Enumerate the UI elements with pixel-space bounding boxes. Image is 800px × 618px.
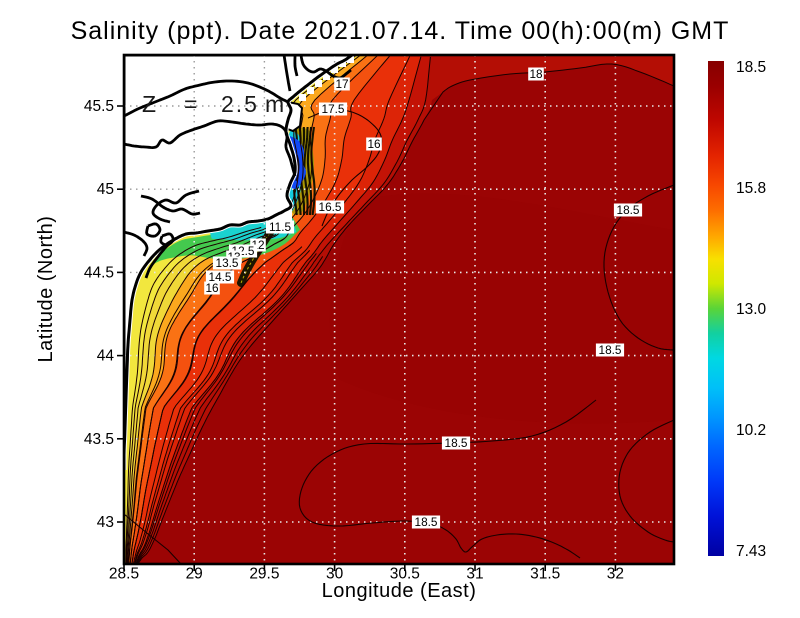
svg-text:18: 18	[529, 67, 543, 81]
svg-text:13.0: 13.0	[736, 301, 767, 318]
svg-text:18.5: 18.5	[736, 59, 766, 76]
svg-text:45.5: 45.5	[84, 98, 114, 115]
svg-text:=: =	[184, 91, 199, 117]
svg-text:28.5: 28.5	[109, 566, 139, 583]
svg-text:45: 45	[97, 181, 114, 198]
svg-text:31: 31	[466, 566, 483, 583]
svg-text:31.5: 31.5	[530, 566, 560, 583]
svg-text:32: 32	[607, 566, 624, 583]
svg-text:44: 44	[97, 348, 115, 365]
svg-text:16.5: 16.5	[319, 200, 342, 214]
svg-text:43: 43	[97, 514, 114, 531]
svg-text:43.5: 43.5	[84, 431, 114, 448]
svg-text:13.5: 13.5	[216, 256, 239, 270]
svg-text:18.5: 18.5	[599, 343, 622, 357]
svg-text:16: 16	[367, 137, 381, 151]
svg-text:m: m	[265, 91, 286, 117]
svg-text:14.5: 14.5	[209, 270, 232, 284]
svg-text:30.5: 30.5	[390, 566, 420, 583]
svg-text:44.5: 44.5	[84, 264, 114, 281]
svg-text:11.5: 11.5	[269, 220, 292, 234]
svg-text:Salinity (ppt). Date 2021.07.1: Salinity (ppt). Date 2021.07.14. Time 00…	[71, 17, 730, 45]
svg-text:10.2: 10.2	[736, 422, 766, 439]
svg-text:18.5: 18.5	[415, 515, 438, 529]
svg-text:18.5: 18.5	[617, 203, 640, 217]
svg-text:30: 30	[326, 566, 344, 583]
svg-text:2.5: 2.5	[221, 91, 259, 117]
svg-text:17: 17	[335, 77, 348, 91]
svg-text:29.5: 29.5	[249, 566, 279, 583]
svg-text:17.5: 17.5	[322, 102, 345, 116]
svg-text:Longitude (East): Longitude (East)	[322, 580, 477, 602]
svg-text:Z: Z	[142, 91, 158, 117]
svg-text:7.43: 7.43	[736, 543, 766, 560]
svg-text:15.8: 15.8	[736, 180, 766, 197]
svg-text:29: 29	[186, 566, 203, 583]
svg-text:Latitude (North): Latitude (North)	[35, 216, 57, 363]
svg-text:16: 16	[205, 281, 219, 295]
svg-text:18.5: 18.5	[445, 436, 468, 450]
